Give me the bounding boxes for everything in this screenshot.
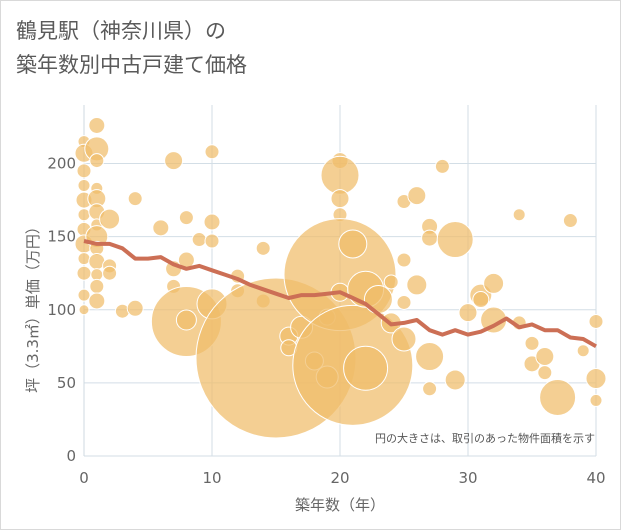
x-tick-label: 10 — [202, 469, 221, 487]
data-bubble — [76, 265, 92, 281]
data-bubble — [320, 155, 360, 195]
axis-tick-labels: 0 10 20 30 40 0 50 100 150 200 — [47, 155, 605, 488]
data-bubble — [444, 369, 466, 391]
data-bubble — [88, 292, 106, 310]
data-bubble — [383, 274, 399, 290]
x-tick-label: 30 — [458, 469, 477, 487]
data-bubble — [535, 347, 555, 367]
data-bubble — [396, 252, 412, 268]
data-bubble — [589, 393, 603, 407]
data-bubble — [512, 208, 526, 222]
data-bubble — [88, 116, 106, 134]
y-tick-label: 100 — [47, 301, 76, 319]
trend-line — [83, 239, 597, 349]
data-bubble — [338, 229, 368, 259]
data-bubble — [164, 151, 184, 171]
data-bubble — [191, 232, 207, 248]
bubble-size-note: 円の大きさは、取引のあった物件面積を示す — [375, 431, 595, 445]
data-bubble — [434, 158, 450, 174]
data-bubble — [391, 326, 417, 352]
data-bubble — [483, 272, 505, 294]
y-tick-label: 150 — [47, 228, 76, 246]
data-bubble — [576, 344, 590, 358]
data-bubble — [77, 252, 91, 266]
data-bubble — [152, 219, 170, 237]
data-bubble — [363, 285, 393, 315]
data-bubble — [407, 186, 427, 206]
data-bubble — [204, 144, 220, 160]
data-bubble — [126, 299, 144, 317]
data-bubble — [89, 153, 105, 169]
x-tick-label: 0 — [79, 469, 89, 487]
data-bubble — [539, 379, 577, 416]
data-bubble — [396, 294, 412, 310]
data-bubble — [330, 189, 350, 209]
x-tick-label: 40 — [586, 469, 605, 487]
y-tick-label: 0 — [66, 447, 76, 465]
data-bubble — [89, 278, 105, 294]
data-bubble — [585, 367, 607, 389]
data-bubble — [77, 208, 91, 222]
y-tick-label: 200 — [47, 155, 76, 173]
data-bubble — [178, 210, 194, 226]
data-bubble — [76, 163, 92, 179]
chart-title-line1: 鶴見駅（神奈川県）の — [16, 19, 226, 43]
data-bubble — [127, 191, 143, 207]
data-bubble — [472, 291, 490, 309]
data-bubble — [175, 309, 197, 331]
data-bubble — [77, 288, 91, 302]
data-bubble — [537, 365, 553, 381]
data-bubble — [99, 208, 121, 230]
data-bubble — [204, 233, 220, 249]
data-bubble — [77, 178, 91, 192]
data-bubble — [524, 335, 540, 351]
data-bubble — [102, 265, 118, 281]
data-bubble — [415, 342, 445, 372]
data-bubble — [436, 221, 474, 259]
x-tick-label: 20 — [330, 469, 349, 487]
chart-title: 鶴見駅（神奈川県）の 築年数別中古戸建て価格 — [16, 14, 247, 82]
data-bubble — [343, 345, 389, 391]
data-bubble — [422, 381, 438, 397]
data-bubble — [421, 229, 439, 247]
data-bubble — [588, 313, 604, 329]
data-bubble — [255, 240, 271, 256]
bubble-layer — [74, 116, 607, 439]
x-axis-title: 築年数（年） — [295, 496, 385, 514]
y-axis-title: 坪（3.3㎡）単価（万円） — [24, 219, 42, 393]
data-bubble — [562, 213, 578, 229]
y-tick-label: 50 — [57, 374, 76, 392]
data-bubble — [203, 213, 221, 231]
chart-title-line2: 築年数別中古戸建て価格 — [16, 53, 247, 77]
data-bubble — [458, 303, 478, 323]
data-bubble — [78, 304, 90, 316]
data-bubble — [406, 274, 428, 296]
